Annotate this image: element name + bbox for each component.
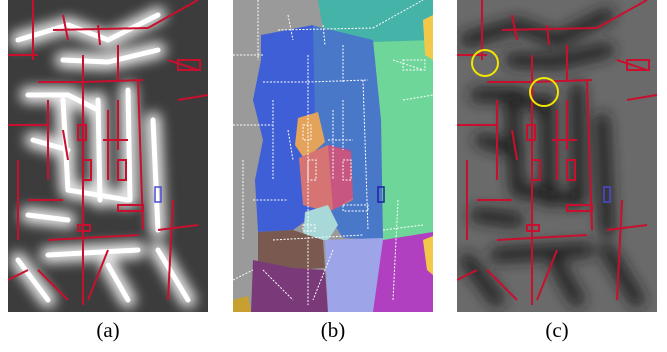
caption-b: (b) — [320, 318, 346, 342]
panel-c-distance-map — [457, 0, 657, 312]
caption-a: (a) — [96, 318, 120, 342]
panel-a-distance-map — [8, 0, 208, 312]
caption-c: (c) — [545, 318, 569, 342]
highlight-circle-2 — [529, 77, 559, 107]
highlight-circle-1 — [471, 49, 499, 77]
panel-b-segmentation — [233, 0, 433, 312]
